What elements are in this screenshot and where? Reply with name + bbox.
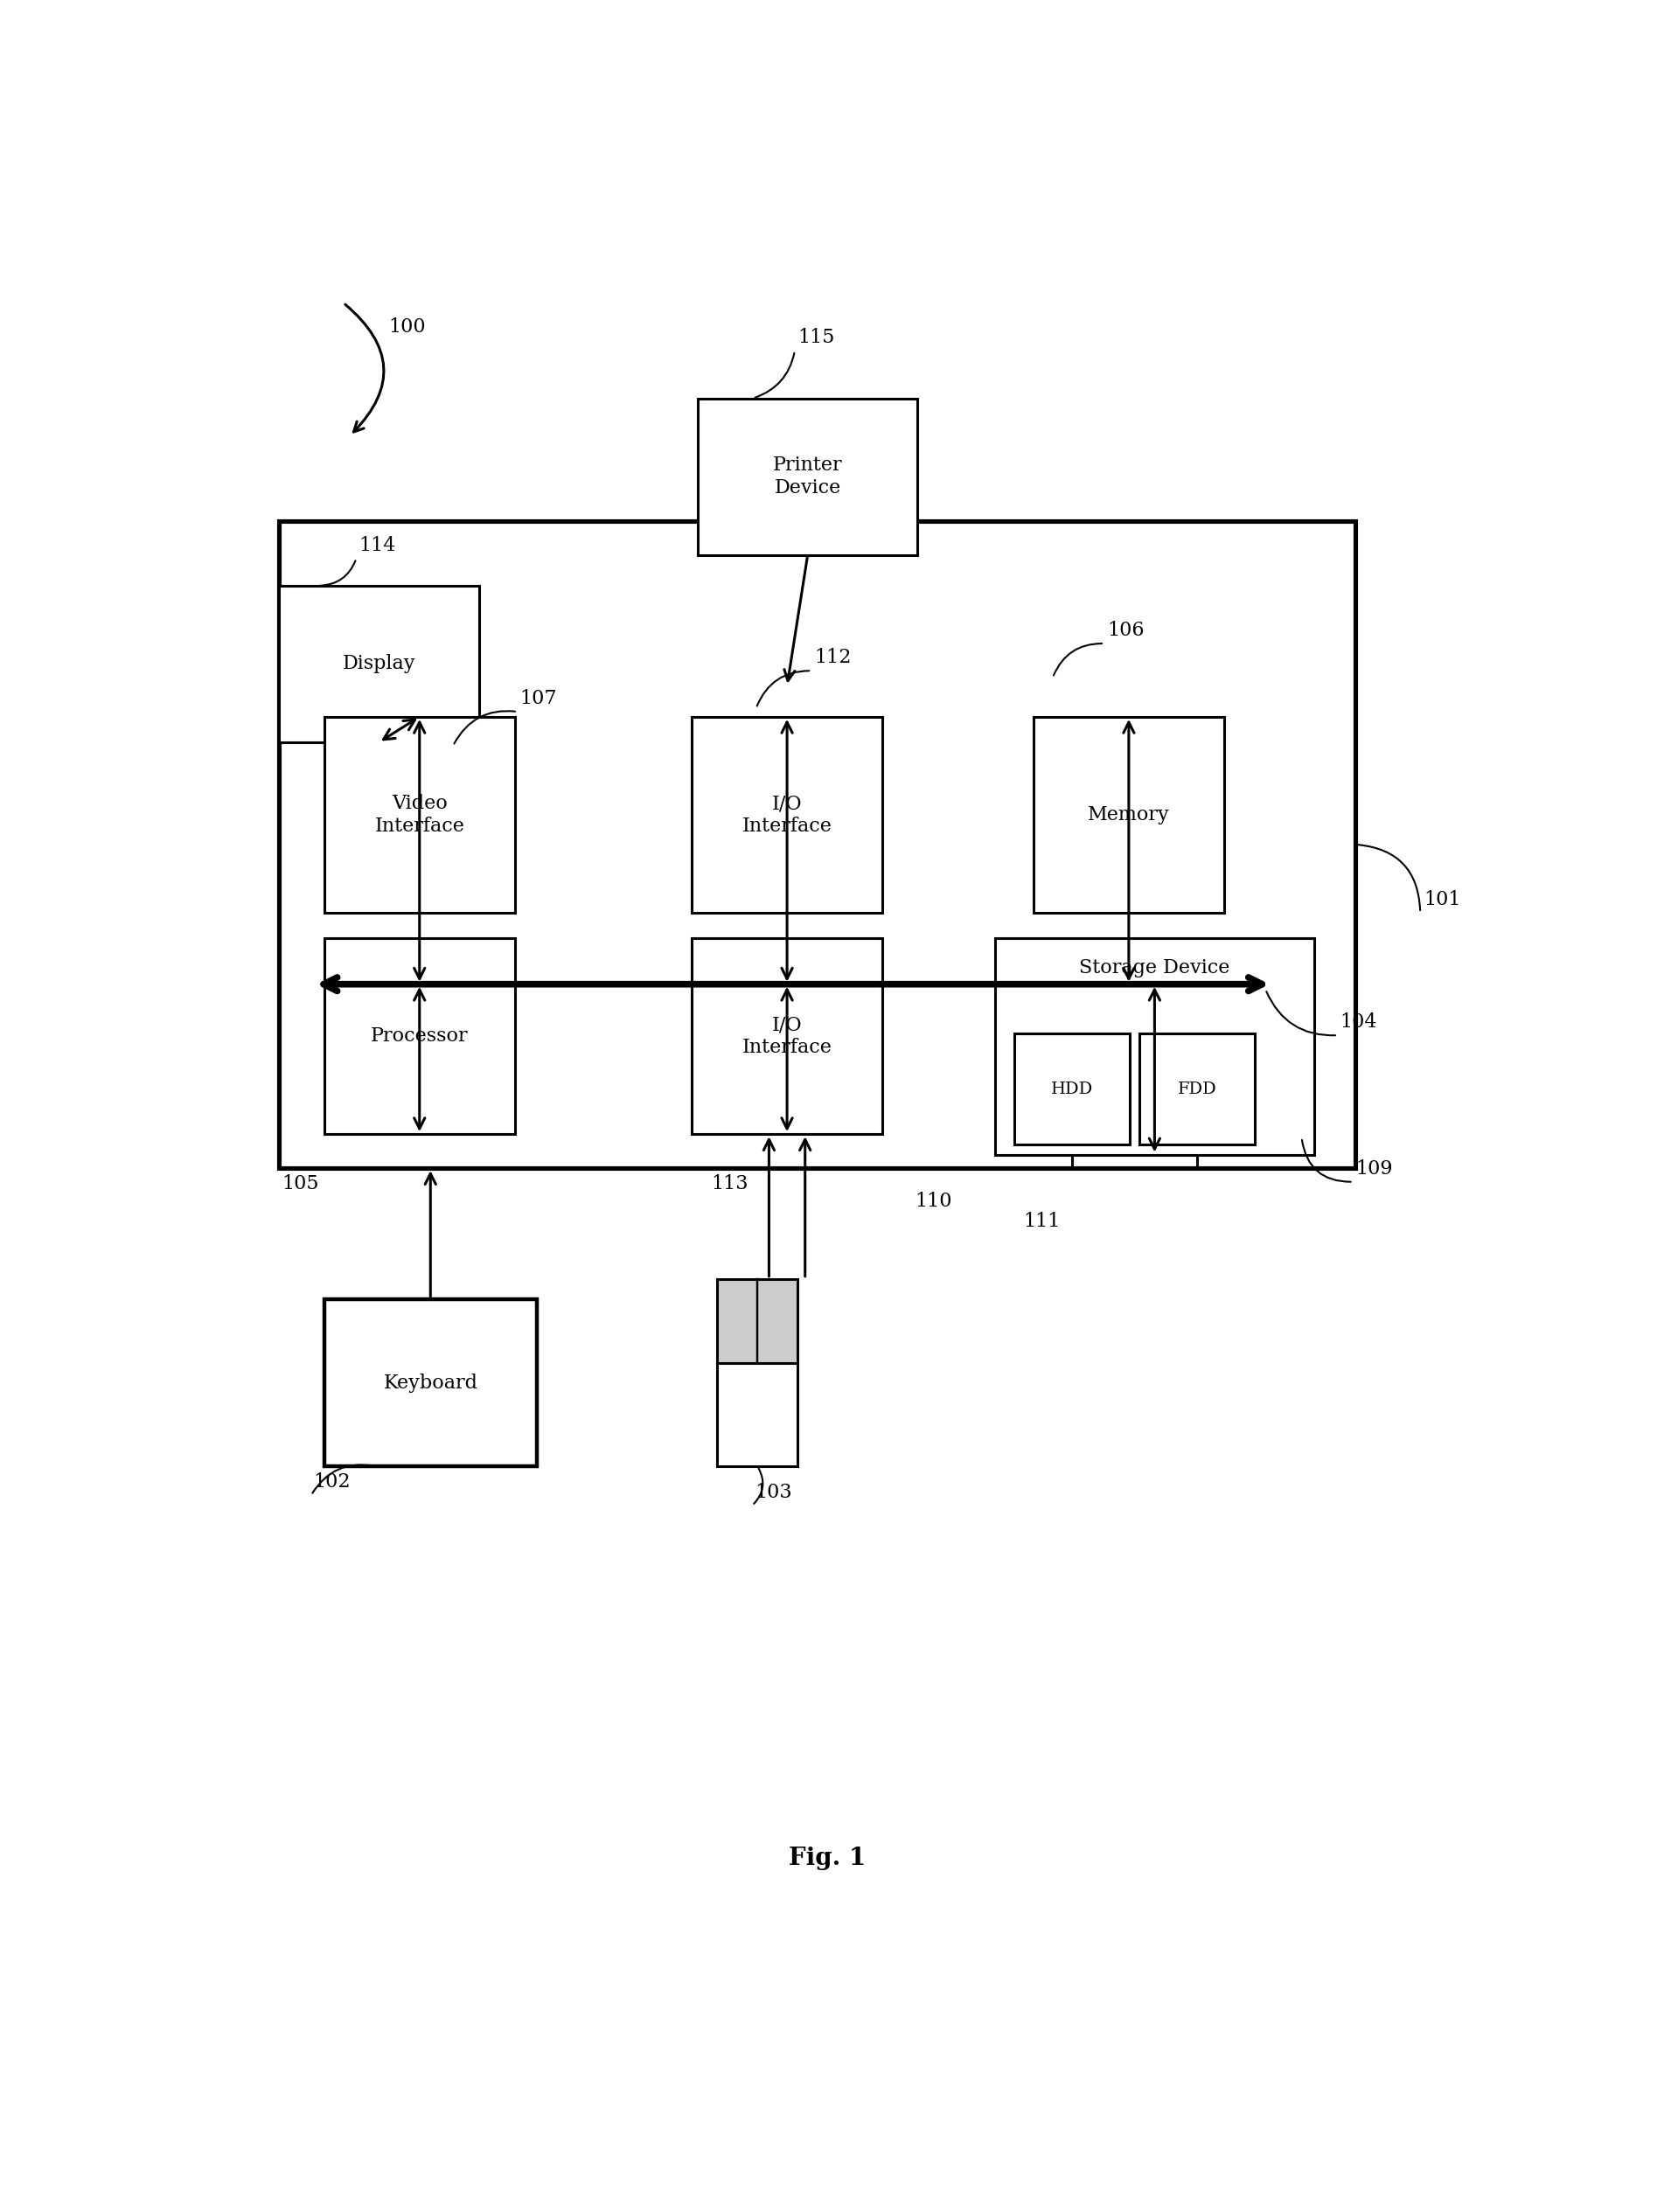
- Text: Fig. 1: Fig. 1: [789, 1847, 865, 1869]
- Bar: [692, 717, 882, 914]
- Text: Printer
Device: Printer Device: [772, 456, 842, 498]
- Text: FDD: FDD: [1178, 1082, 1216, 1097]
- Text: 105: 105: [281, 1175, 319, 1194]
- Bar: [1033, 717, 1225, 914]
- Bar: [717, 1363, 797, 1467]
- Text: Video
Interface: Video Interface: [374, 794, 464, 836]
- Text: I/O
Interface: I/O Interface: [742, 1015, 832, 1057]
- Text: 114: 114: [359, 535, 396, 555]
- Text: Display: Display: [343, 655, 416, 675]
- Text: 113: 113: [711, 1175, 749, 1194]
- Text: I/O
Interface: I/O Interface: [742, 794, 832, 836]
- Text: 101: 101: [1424, 889, 1461, 909]
- Text: Memory: Memory: [1088, 805, 1170, 825]
- Bar: [324, 938, 514, 1135]
- Text: 111: 111: [1023, 1212, 1060, 1232]
- Text: 104: 104: [1340, 1013, 1378, 1031]
- Bar: [280, 586, 479, 743]
- Text: Processor: Processor: [371, 1026, 468, 1046]
- Bar: [1140, 1033, 1255, 1144]
- Text: 112: 112: [814, 648, 852, 668]
- Text: HDD: HDD: [1052, 1082, 1093, 1097]
- Bar: [699, 398, 917, 555]
- Text: 115: 115: [797, 327, 834, 347]
- Bar: [324, 1298, 537, 1467]
- Text: 103: 103: [755, 1482, 792, 1502]
- Text: 107: 107: [521, 690, 557, 708]
- Text: 102: 102: [314, 1473, 351, 1491]
- Bar: [324, 717, 514, 914]
- Text: Keyboard: Keyboard: [383, 1374, 478, 1391]
- Bar: [717, 1279, 797, 1363]
- Text: 100: 100: [388, 319, 426, 336]
- Bar: [1013, 1033, 1130, 1144]
- Bar: [280, 522, 1356, 1168]
- Bar: [692, 938, 882, 1135]
- Text: 109: 109: [1356, 1159, 1393, 1179]
- Text: 106: 106: [1107, 622, 1145, 639]
- Bar: [995, 938, 1315, 1155]
- Text: Storage Device: Storage Device: [1080, 958, 1230, 978]
- Text: 110: 110: [915, 1192, 952, 1210]
